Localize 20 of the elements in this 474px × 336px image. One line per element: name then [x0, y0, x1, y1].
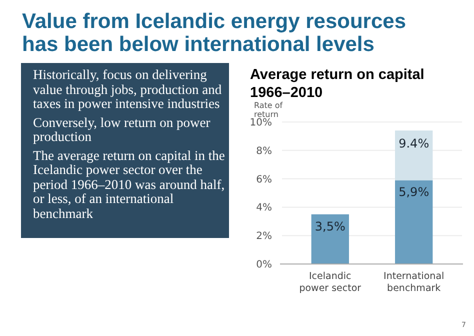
y-tick-label: 8% — [256, 146, 272, 157]
bar — [395, 130, 433, 180]
y-axis-title: Rate of return — [254, 101, 283, 119]
text: Historically, focus on delivering value through jobs, production and taxes in power intensive industries — [33, 67, 223, 112]
y-tick-label: 4% — [256, 202, 272, 214]
chart-title: Value from Icelandic energy resources has been below international levels — [22, 10, 406, 56]
y-tick-label: 0% — [256, 260, 272, 270]
total-label: 9.4% — [398, 136, 430, 151]
x-tick-label: International benchmark — [384, 271, 444, 294]
text: The average return on capital in the Icelandic power sector over the period 1966–2010 was around half, or less, of an international benchmark — [33, 148, 225, 221]
x-tick-label: Icelandic power sector — [299, 271, 362, 294]
y-tick-label: 2% — [256, 231, 272, 242]
bar — [395, 180, 433, 264]
chart-subtitle: Average return on capital 1966–2010 — [250, 67, 424, 101]
text: Conversely, low return on power production — [33, 114, 212, 144]
y-tick-label: 10% — [250, 118, 272, 128]
data-label: 3,5% — [314, 219, 346, 234]
bar — [311, 214, 349, 264]
data-label: 5,9% — [398, 185, 430, 200]
y-tick-label: 6% — [256, 174, 272, 186]
